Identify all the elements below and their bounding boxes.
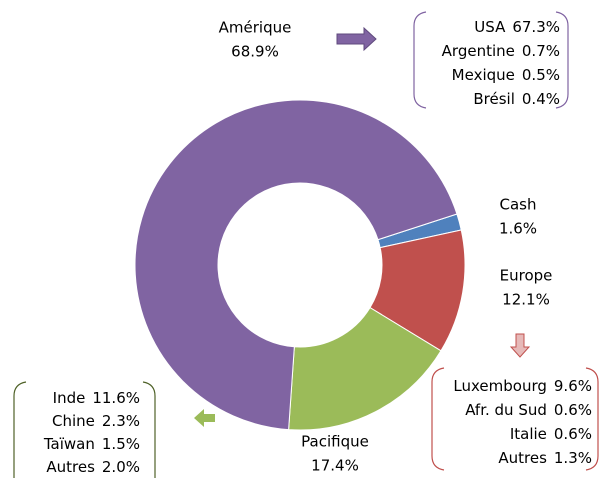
breakdown-name: Mexique xyxy=(452,66,515,84)
slice-value-label: 12.1% xyxy=(502,291,550,309)
breakdown-value: 0.6% xyxy=(554,401,592,419)
arrow-pacifique xyxy=(194,409,215,427)
slice-label: Europe xyxy=(500,267,553,285)
donut xyxy=(134,99,466,431)
breakdown-line: Luxembourg 9.6% xyxy=(453,377,592,395)
slice xyxy=(134,99,458,431)
box-europe xyxy=(431,367,599,471)
breakdown-name: Chine xyxy=(52,412,95,430)
breakdown-value: 0.4% xyxy=(522,90,560,108)
breakdown-line: Afr. du Sud 0.6% xyxy=(465,401,592,419)
breakdown-value: 2.3% xyxy=(102,412,140,430)
breakdown-line: Chine 2.3% xyxy=(52,412,140,430)
slice-value-label: 17.4% xyxy=(311,457,359,475)
breakdown-line: Taïwan 1.5% xyxy=(43,435,140,453)
breakdown-line: Argentine 0.7% xyxy=(442,42,560,60)
slice-value-label: 68.9% xyxy=(231,43,279,61)
slice-label: Cash xyxy=(500,196,537,214)
breakdown-name: Taïwan xyxy=(43,435,95,453)
breakdown-line: Autres 1.3% xyxy=(498,449,592,467)
breakdown-value: 0.5% xyxy=(522,66,560,84)
breakdown-line: Autres 2.0% xyxy=(46,458,140,476)
breakdown-line: Mexique 0.5% xyxy=(452,66,560,84)
breakdown-value: 9.6% xyxy=(554,377,592,395)
breakdown-name: Italie xyxy=(510,425,547,443)
box-pacifique xyxy=(13,381,156,478)
breakdown-name: Autres xyxy=(498,449,547,467)
arrow-europe xyxy=(509,333,531,358)
slice xyxy=(288,306,442,431)
arrow-amerique xyxy=(336,26,377,52)
breakdown-name: Brésil xyxy=(473,90,515,108)
breakdown-line: USA 67.3% xyxy=(474,18,560,36)
breakdown-name: Argentine xyxy=(442,42,515,60)
breakdown-line: Italie 0.6% xyxy=(510,425,592,443)
slice-label: Amérique xyxy=(219,19,292,37)
breakdown-line: Inde 11.6% xyxy=(53,389,140,407)
breakdown-line: Brésil 0.4% xyxy=(473,90,560,108)
slice-label: Pacifique xyxy=(301,433,369,451)
breakdown-name: Autres xyxy=(46,458,95,476)
breakdown-name: Afr. du Sud xyxy=(465,401,547,419)
breakdown-value: 0.6% xyxy=(554,425,592,443)
breakdown-name: USA xyxy=(474,18,506,36)
breakdown-name: Luxembourg xyxy=(453,377,547,395)
breakdown-value: 67.3% xyxy=(512,18,560,36)
breakdown-value: 2.0% xyxy=(102,458,140,476)
breakdown-value: 1.3% xyxy=(554,449,592,467)
breakdown-value: 11.6% xyxy=(92,389,140,407)
box-amerique xyxy=(413,11,569,109)
breakdown-value: 1.5% xyxy=(102,435,140,453)
slice-value-label: 1.6% xyxy=(499,220,537,238)
breakdown-name: Inde xyxy=(53,389,86,407)
breakdown-value: 0.7% xyxy=(522,42,560,60)
